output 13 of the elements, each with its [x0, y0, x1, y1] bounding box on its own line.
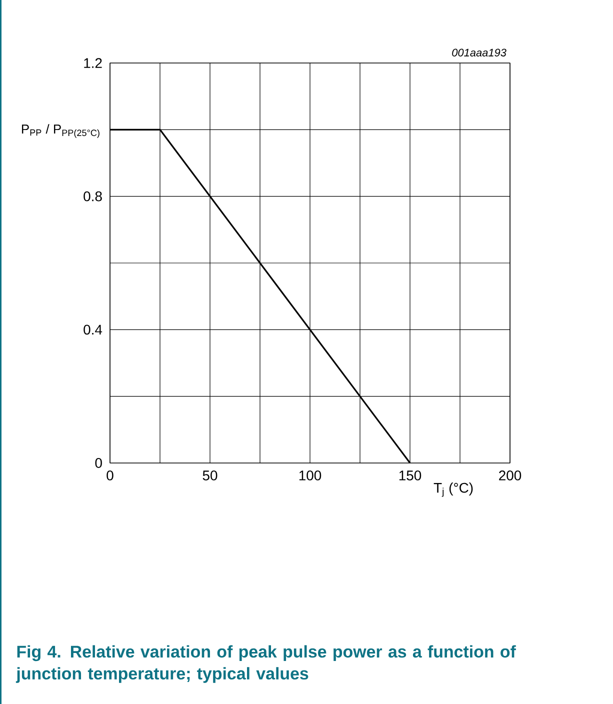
x-axis-title: T$_{j}$ (°C)	[434, 482, 473, 497]
x-tick-label: 200	[499, 470, 522, 480]
text: 001aaa193	[452, 48, 506, 56]
text: Fig 4. Relative variation of peak pulse power as a function of junction temperature; typical values	[16, 645, 516, 683]
y-tick-label: 1.2	[84, 58, 102, 68]
y-tick-label: 0.4	[84, 324, 102, 335]
y-axis-title: P$_{PP}$ / P$_{PP(25°C)}$	[22, 124, 100, 138]
x-tick-label: 0	[106, 470, 114, 480]
y-tick-label: 0.8	[84, 191, 102, 202]
x-tick-label: 100	[299, 470, 322, 480]
y-tick-label: 0	[95, 458, 102, 468]
x-tick-label: 150	[399, 470, 422, 480]
x-tick-label: 50	[202, 470, 218, 480]
